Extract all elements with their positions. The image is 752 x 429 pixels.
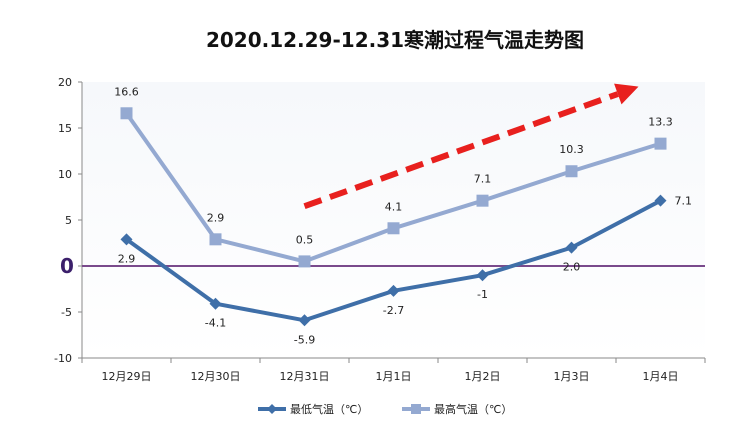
x-tick-label: 1月3日: [554, 370, 590, 383]
data-label: 7.1: [474, 173, 492, 186]
data-point: [298, 314, 311, 327]
data-point: [298, 255, 311, 268]
trend-arrow-shaft: [303, 91, 619, 210]
zero-line-group: 0: [60, 254, 705, 278]
data-label: -4.1: [205, 317, 226, 330]
data-point: [387, 222, 400, 235]
data-point: [209, 297, 222, 310]
legend-label: 最高气温（℃）: [434, 402, 512, 416]
x-tick-label: 12月30日: [191, 370, 241, 383]
x-tick-label: 1月4日: [643, 370, 679, 383]
data-point: [387, 284, 400, 297]
chart-title: 2020.12.29-12.31寒潮过程气温走势图: [206, 28, 584, 52]
data-label: -5.9: [294, 333, 315, 346]
x-tick-label: 12月29日: [102, 370, 152, 383]
series-group: 2.9-4.1-5.9-2.7-12.07.116.62.90.54.17.11…: [114, 85, 692, 346]
x-tick-label: 12月31日: [280, 370, 330, 383]
legend-item-min: 最低气温（℃）: [258, 402, 368, 416]
data-point: [565, 165, 578, 178]
x-tick-label: 1月1日: [376, 370, 412, 383]
legend-label: 最低气温（℃）: [290, 402, 368, 416]
data-label: 13.3: [648, 116, 673, 129]
data-point: [476, 194, 489, 207]
data-point: [654, 137, 667, 150]
y-tick-label: -5: [61, 306, 72, 319]
y-tick-label: -10: [54, 352, 72, 365]
data-point: [209, 233, 222, 246]
data-point: [120, 233, 133, 246]
y-tick-label: 5: [65, 214, 72, 227]
data-label: 10.3: [559, 143, 584, 156]
data-label: 0.5: [296, 233, 314, 246]
annotation-group: [303, 83, 639, 210]
series-max: 16.6 2.9 0.5 4.1 7.1 10.3 13.3: [114, 85, 673, 268]
legend-item-max: 最高气温（℃）: [402, 402, 512, 416]
plot-area: [82, 82, 705, 358]
data-point: [120, 107, 133, 120]
y-tick-label: 10: [58, 168, 72, 181]
legend-marker: [267, 404, 277, 414]
data-point: [476, 269, 489, 282]
data-label: 4.1: [385, 200, 403, 213]
data-label: -2.7: [383, 304, 404, 317]
x-tick-label: 1月2日: [465, 370, 501, 383]
data-label: 7.1: [675, 195, 693, 208]
data-label: 2.9: [118, 252, 136, 265]
series-min: 2.9 -4.1 -5.9 -2.7 -1 2.0 7.1: [118, 194, 693, 346]
data-point: [565, 241, 578, 254]
legend: 最低气温（℃） 最高气温（℃）: [258, 402, 512, 416]
data-label: -1: [477, 288, 488, 301]
trend-arrow-head: [614, 83, 639, 105]
y-tick-label: 20: [58, 76, 72, 89]
data-label: 16.6: [114, 85, 139, 98]
legend-marker: [411, 404, 421, 414]
data-label: 2.9: [207, 211, 225, 224]
data-label: 2.0: [563, 261, 581, 274]
y-tick-label: 15: [58, 122, 72, 135]
data-point: [654, 194, 667, 207]
zero-label: 0: [60, 254, 74, 278]
